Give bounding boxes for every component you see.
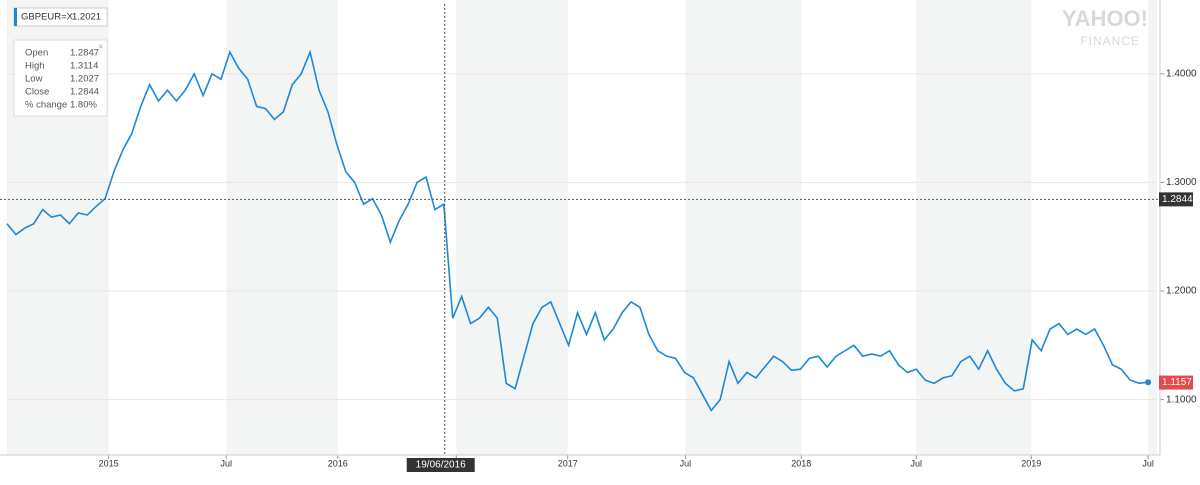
symbol-color: [14, 8, 17, 26]
tooltip-value: 1.2847: [70, 48, 99, 59]
tooltip-key: % change: [25, 100, 67, 111]
shaded-band: [456, 0, 568, 455]
tooltip-value: 1.2844: [70, 87, 99, 98]
tooltip-key: Low: [25, 74, 43, 85]
last-point: [1145, 379, 1152, 386]
tooltip-key: High: [25, 61, 45, 72]
tooltip-value: 1.80%: [70, 100, 97, 111]
x-tick-label: 2016: [328, 458, 348, 468]
y-tick-label: 1.3000: [1166, 177, 1197, 188]
x-tick-label: Jul: [680, 458, 692, 468]
tooltip: × Open 1.2847 High 1.3114 Low 1.2027 Close 1.284…: [13, 39, 108, 117]
tooltip-close: ×: [98, 41, 103, 51]
x-tick-label: 2017: [558, 458, 578, 468]
last-price-label: 1.1157: [1162, 377, 1192, 388]
shaded-band: [685, 0, 802, 455]
symbol-price: 1.2021: [72, 12, 101, 23]
tooltip-value: 1.3114: [70, 61, 98, 72]
tooltip-box: [13, 39, 108, 117]
tooltip-value: 1.2027: [70, 74, 99, 85]
price-line: [6, 49, 1149, 412]
logo-bottom: FINANCE: [1080, 34, 1140, 48]
shaded-band: [226, 0, 338, 455]
y-tick-label: 1.2000: [1166, 286, 1197, 297]
shaded-band: [1148, 0, 1157, 455]
crosshair-x-box: [406, 458, 475, 472]
y-tick-label: 1.1000: [1166, 394, 1197, 405]
crosshair-y-label: 1.2844: [1162, 194, 1193, 205]
last-price-box: [1159, 375, 1193, 390]
y-tick-label: 1.4000: [1166, 68, 1197, 79]
crosshair-x-label: 19/06/2016: [416, 460, 466, 471]
logo-top: YAHOO!: [1062, 6, 1148, 31]
x-tick-label: Jul: [1142, 458, 1154, 468]
symbol-name: GBPEUR=X: [21, 12, 74, 23]
x-tick-label: Jul: [221, 458, 233, 468]
crosshair-y-box: [1159, 192, 1193, 207]
x-tick-label: Jul: [911, 458, 923, 468]
shaded-band: [916, 0, 1032, 455]
background-bands: [7, 0, 1157, 455]
x-tick-label: 2018: [791, 458, 811, 468]
x-tick-label: 2015: [99, 458, 119, 468]
x-tick-label: 2019: [1021, 458, 1041, 468]
tooltip-key: Close: [25, 87, 49, 98]
tooltip-key: Open: [25, 48, 48, 59]
